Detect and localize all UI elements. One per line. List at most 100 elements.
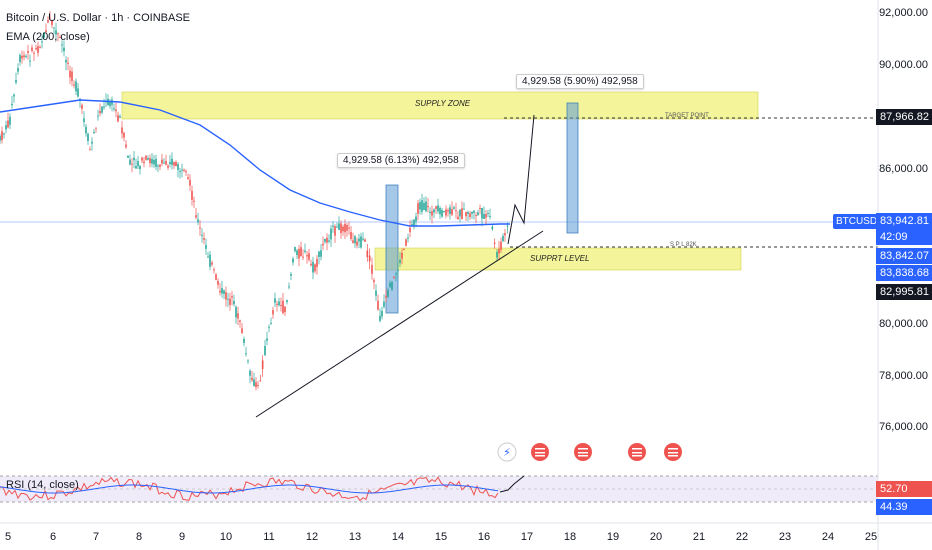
ema-indicator-label[interactable]: EMA (200, close) — [6, 31, 90, 43]
candle-body — [385, 295, 387, 298]
time-tick: 21 — [692, 531, 706, 543]
target-price-badge[interactable]: 87,966.82 — [876, 109, 932, 125]
candle-body — [141, 157, 143, 161]
candle-body — [49, 17, 51, 19]
candle-body — [502, 236, 504, 242]
candle-body — [165, 161, 167, 165]
candle-body — [43, 32, 45, 38]
candle-body — [137, 161, 139, 167]
symbol-badge[interactable]: BTCUSD — [833, 214, 881, 229]
candle-body — [300, 247, 302, 257]
candle-body — [13, 94, 15, 97]
candle-body — [91, 141, 93, 144]
candle-body — [459, 209, 461, 217]
candle-body — [471, 211, 473, 214]
candle-body — [445, 209, 447, 216]
last-price-badge[interactable]: 83,942.81 — [876, 213, 932, 229]
rsi-panel[interactable] — [0, 475, 878, 503]
candle-body — [368, 255, 371, 262]
candle-body — [69, 70, 71, 78]
candle-body — [356, 241, 358, 246]
candle-body — [276, 303, 278, 305]
candle-body — [433, 209, 435, 213]
svg-text:⚡: ⚡ — [503, 446, 511, 459]
candle-body — [127, 155, 129, 158]
candle-body — [282, 300, 284, 314]
candle-body — [366, 250, 369, 258]
candle-body — [268, 326, 270, 328]
candle-body — [143, 161, 145, 163]
candle-body — [465, 211, 467, 217]
supply-zone-rect[interactable] — [121, 91, 759, 120]
candle-body — [423, 202, 425, 211]
candle-body — [11, 103, 13, 106]
candle-body — [131, 163, 133, 165]
candle-body — [435, 206, 437, 209]
candle-body — [292, 258, 294, 263]
candle-body — [185, 171, 187, 173]
time-tick: 10 — [219, 531, 233, 543]
candle-body — [377, 300, 379, 310]
candle-body — [243, 338, 245, 343]
candle-body — [314, 264, 316, 272]
candle-body — [27, 51, 29, 53]
candle-body — [17, 68, 19, 72]
candle-body — [483, 213, 485, 220]
candle-body — [443, 210, 445, 212]
support-price-badge[interactable]: 82,995.81 — [876, 284, 932, 300]
candle-body — [290, 273, 292, 276]
candle-body — [163, 162, 165, 164]
candle-body — [316, 259, 318, 268]
candle-body — [53, 27, 55, 29]
candle-body — [245, 353, 247, 355]
event-icons[interactable]: ⚡ — [497, 442, 682, 462]
candle-body — [81, 104, 83, 109]
candle-body — [358, 238, 360, 242]
candle-body — [334, 226, 336, 236]
ema-200-line — [0, 99, 510, 227]
measure-label-2[interactable]: 4,929.58 (5.90%) 492,958 — [516, 74, 644, 89]
candle-body — [147, 158, 149, 160]
time-tick: 17 — [520, 531, 534, 543]
candle-body — [241, 328, 243, 334]
candle-body — [233, 300, 235, 305]
candle-body — [151, 158, 153, 164]
candle-body — [87, 133, 89, 142]
candle-body — [463, 208, 465, 210]
candle-body — [419, 202, 421, 210]
rsi-ma-line — [0, 484, 499, 494]
candle-body — [395, 273, 397, 275]
candle-body — [55, 30, 57, 35]
candle-body — [171, 158, 173, 165]
measure-box-1[interactable] — [385, 184, 399, 314]
trend-line[interactable] — [255, 230, 544, 418]
candle-body — [63, 47, 65, 52]
candle-body — [155, 158, 157, 167]
candle-body — [491, 226, 494, 230]
rsi-label[interactable]: RSI (14, close) — [6, 479, 79, 491]
candle-body — [397, 270, 399, 272]
price-tick: 92,000.00 — [879, 7, 928, 19]
candle-body — [117, 115, 119, 122]
candle-body — [211, 262, 213, 265]
candle-body — [439, 208, 441, 215]
candle-body — [125, 144, 127, 148]
candle-body — [139, 165, 141, 170]
candle-body — [399, 259, 401, 264]
candle-body — [344, 223, 346, 233]
candle-body — [187, 177, 189, 180]
measure-label-1[interactable]: 4,929.58 (6.13%) 492,958 — [337, 153, 465, 168]
support-zone-rect[interactable] — [374, 247, 742, 271]
candle-body — [31, 47, 33, 51]
candle-body — [149, 158, 151, 164]
candle-body — [427, 205, 429, 208]
candle-body — [99, 111, 101, 114]
candle-body — [481, 208, 483, 219]
candle-body — [135, 166, 137, 169]
candle-body — [379, 315, 381, 321]
projection-path[interactable] — [507, 114, 535, 245]
measure-box-2[interactable] — [566, 102, 579, 234]
candle-body — [215, 274, 217, 280]
time-tick: 15 — [434, 531, 448, 543]
